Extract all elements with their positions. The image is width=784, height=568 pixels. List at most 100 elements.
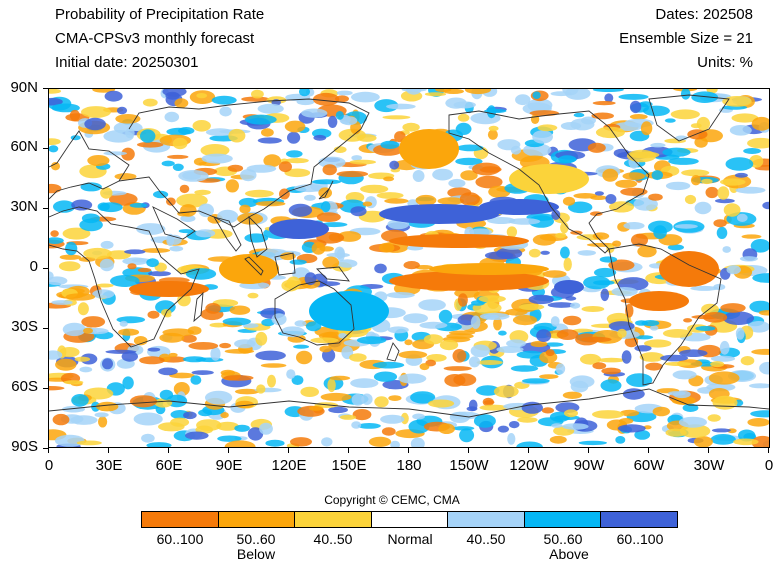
- probability-cell: [747, 321, 769, 333]
- probability-cell: [671, 396, 696, 405]
- probability-cell: [577, 250, 596, 256]
- probability-cell: [710, 361, 725, 368]
- probability-cell: [173, 382, 190, 396]
- probability-cell: [103, 151, 127, 156]
- axis-tick: [43, 448, 48, 449]
- probability-cell: [674, 224, 698, 229]
- probability-cell: [710, 355, 736, 362]
- probability-cell: [360, 184, 389, 194]
- probability-cell: [49, 237, 64, 244]
- probability-cell: [558, 155, 577, 164]
- probability-cell: [404, 339, 413, 346]
- probability-cell: [318, 156, 346, 169]
- probability-cell: [412, 413, 425, 420]
- probability-cell: [621, 350, 632, 364]
- legend-label: 60..100: [156, 531, 204, 547]
- probability-cell: [547, 302, 575, 308]
- probability-cell: [234, 424, 250, 432]
- probability-cell: [196, 93, 208, 99]
- probability-cell: [435, 89, 452, 93]
- probability-cell: [723, 203, 741, 217]
- coastline-sumatra: [244, 256, 264, 276]
- probability-cell: [174, 98, 189, 108]
- probability-cell: [99, 258, 114, 272]
- probability-cell: [147, 310, 160, 319]
- probability-cell: [560, 122, 582, 130]
- probability-cell: [493, 385, 519, 398]
- probability-cell: [635, 335, 654, 340]
- probability-cell: [376, 192, 404, 199]
- axis-tick: [588, 448, 589, 453]
- axis-tick: [48, 448, 49, 453]
- probability-cell: [83, 327, 93, 334]
- probability-cell: [110, 275, 140, 287]
- probability-cell: [695, 326, 716, 331]
- coastline-indochina: [248, 215, 268, 258]
- probability-cell: [419, 363, 430, 371]
- probability-cell: [137, 141, 164, 148]
- probability-cell: [496, 247, 523, 260]
- probability-cell: [560, 221, 569, 234]
- probability-cell: [54, 434, 85, 447]
- probability-cell: [389, 160, 400, 170]
- probability-cell: [260, 363, 287, 368]
- x-tick-label: 0: [44, 457, 54, 474]
- x-tick-label: 150W: [449, 457, 489, 474]
- probability-cell: [245, 189, 274, 198]
- probability-cell: [580, 353, 601, 365]
- probability-cell: [726, 265, 741, 275]
- probability-cell: [562, 315, 582, 326]
- probability-cell: [690, 123, 702, 129]
- probability-cell: [234, 339, 256, 349]
- probability-cell: [510, 145, 522, 155]
- legend-swatch: [142, 512, 219, 527]
- probability-cell: [287, 131, 301, 144]
- probability-cell: [410, 437, 425, 447]
- probability-cell: [352, 409, 372, 421]
- probability-cell: [459, 428, 475, 443]
- probability-cell: [251, 89, 264, 99]
- probability-cell: [219, 342, 232, 349]
- probability-cell: [166, 233, 175, 247]
- probability-cell: [690, 175, 701, 186]
- probability-cell: [703, 312, 728, 323]
- probability-cell: [540, 250, 550, 255]
- axis-tick: [708, 448, 709, 453]
- probability-cell: [398, 350, 428, 359]
- probability-cell: [362, 201, 373, 207]
- probability-cell: [564, 409, 578, 418]
- probability-cell: [523, 143, 552, 157]
- probability-cell: [537, 124, 558, 132]
- probability-cell: [408, 419, 430, 434]
- probability-cell: [452, 349, 467, 363]
- probability-feature: [399, 129, 459, 169]
- probability-cell: [478, 295, 506, 303]
- probability-cell: [515, 94, 531, 106]
- probability-cell: [55, 358, 77, 371]
- probability-cell: [707, 414, 721, 422]
- probability-cell: [321, 201, 331, 213]
- probability-cell: [304, 194, 316, 201]
- probability-cell: [562, 196, 576, 206]
- probability-feature: [509, 164, 589, 194]
- probability-cell: [257, 137, 282, 144]
- probability-cell: [100, 187, 113, 199]
- probability-cell: [205, 303, 221, 314]
- probability-cell: [146, 442, 172, 447]
- probability-cell: [241, 96, 270, 102]
- probability-cell: [599, 256, 618, 263]
- probability-cell: [750, 410, 769, 418]
- probability-feature: [659, 251, 719, 287]
- probability-cell: [62, 227, 91, 240]
- probability-cell: [637, 245, 657, 258]
- probability-cell: [220, 412, 229, 419]
- probability-cell: [456, 144, 484, 152]
- probability-cell: [694, 201, 712, 215]
- probability-feature: [389, 271, 549, 291]
- coastline-south-america: [608, 243, 722, 386]
- probability-cell: [581, 306, 605, 312]
- probability-cell: [631, 233, 648, 247]
- probability-cell: [629, 100, 642, 114]
- probability-cell: [286, 150, 303, 158]
- probability-cell: [329, 375, 351, 381]
